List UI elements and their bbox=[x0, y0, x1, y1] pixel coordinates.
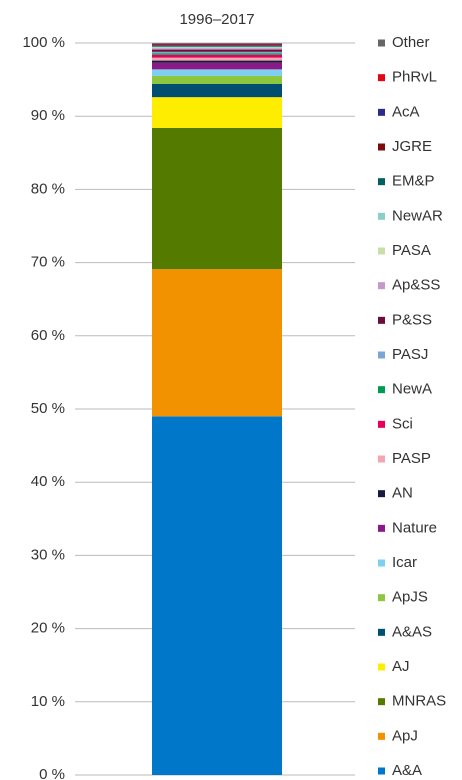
bar-segment bbox=[152, 60, 282, 63]
legend-label: PhRvL bbox=[392, 69, 437, 86]
legend-swatch bbox=[378, 628, 385, 636]
y-tick-label: 50 % bbox=[31, 400, 65, 417]
legend-label: PASJ bbox=[392, 346, 428, 363]
bar-segment bbox=[152, 54, 282, 58]
bar-segment bbox=[152, 44, 282, 46]
legend-swatch bbox=[378, 767, 385, 775]
legend-swatch bbox=[378, 316, 385, 324]
y-tick-label: 80 % bbox=[31, 180, 65, 197]
legend-label: Nature bbox=[392, 519, 437, 536]
bar-segment bbox=[152, 97, 282, 128]
bar-segment bbox=[152, 269, 282, 417]
legend-swatch bbox=[378, 178, 385, 186]
legend-label: AN bbox=[392, 485, 413, 502]
bar-segment bbox=[152, 45, 282, 46]
bar-segment bbox=[152, 43, 282, 45]
legend-label: PASA bbox=[392, 242, 431, 259]
legend-label: P&SS bbox=[392, 311, 432, 328]
legend-label: Icar bbox=[392, 554, 417, 571]
legend-swatch bbox=[378, 455, 385, 463]
legend-label: Sci bbox=[392, 415, 413, 432]
legend-swatch bbox=[378, 663, 385, 671]
bar-segment bbox=[152, 46, 282, 48]
legend-label: MNRAS bbox=[392, 693, 446, 710]
legend-label: A&AS bbox=[392, 623, 432, 640]
legend-swatch bbox=[378, 732, 385, 740]
legend-swatch bbox=[378, 39, 385, 47]
y-tick-label: 90 % bbox=[31, 107, 65, 124]
legend-swatch bbox=[378, 420, 385, 428]
legend-label: Ap&SS bbox=[392, 277, 440, 294]
legend-swatch bbox=[378, 524, 385, 532]
legend-swatch bbox=[378, 351, 385, 359]
y-tick-label: 100 % bbox=[22, 34, 65, 51]
legend-label: AJ bbox=[392, 658, 410, 675]
legend-label: JGRE bbox=[392, 138, 432, 155]
y-tick-label: 10 % bbox=[31, 693, 65, 710]
bar-segment bbox=[152, 75, 282, 84]
bar-segment bbox=[152, 62, 282, 70]
bar-segment bbox=[152, 43, 282, 44]
y-tick-label: 70 % bbox=[31, 254, 65, 271]
y-tick-label: 0 % bbox=[39, 766, 65, 780]
bar-segment bbox=[152, 57, 282, 61]
y-tick-label: 40 % bbox=[31, 473, 65, 490]
bar-segment bbox=[152, 53, 282, 55]
legend-swatch bbox=[378, 282, 385, 290]
legend-swatch bbox=[378, 559, 385, 567]
legend-label: AcA bbox=[392, 103, 420, 120]
legend-label: PASP bbox=[392, 450, 431, 467]
bar-segment bbox=[152, 83, 282, 98]
bar-segment bbox=[152, 51, 282, 54]
legend-swatch bbox=[378, 386, 385, 394]
bar-segment bbox=[152, 49, 282, 52]
legend-swatch bbox=[378, 143, 385, 151]
legend-label: ApJS bbox=[392, 589, 428, 606]
y-tick-label: 60 % bbox=[31, 327, 65, 344]
y-tick-label: 20 % bbox=[31, 620, 65, 637]
legend-swatch bbox=[378, 594, 385, 602]
legend-swatch bbox=[378, 108, 385, 116]
legend-label: ApJ bbox=[392, 727, 418, 744]
bar-segment bbox=[152, 127, 282, 270]
legend-label: EM&P bbox=[392, 173, 435, 190]
bar-segment bbox=[152, 416, 282, 775]
x-tick-label: 1996–2017 bbox=[179, 11, 254, 28]
bar-segment bbox=[152, 45, 282, 47]
legend-swatch bbox=[378, 74, 385, 82]
legend-swatch bbox=[378, 698, 385, 706]
legend-swatch bbox=[378, 247, 385, 255]
legend-swatch bbox=[378, 490, 385, 498]
legend-label: NewAR bbox=[392, 207, 443, 224]
bar-segment bbox=[152, 69, 282, 76]
bar-segment bbox=[152, 47, 282, 49]
legend-label: Other bbox=[392, 34, 430, 51]
y-tick-label: 30 % bbox=[31, 546, 65, 563]
legend-swatch bbox=[378, 212, 385, 220]
bar-segment bbox=[152, 48, 282, 50]
legend-label: A&A bbox=[392, 762, 422, 779]
legend-label: NewA bbox=[392, 381, 432, 398]
